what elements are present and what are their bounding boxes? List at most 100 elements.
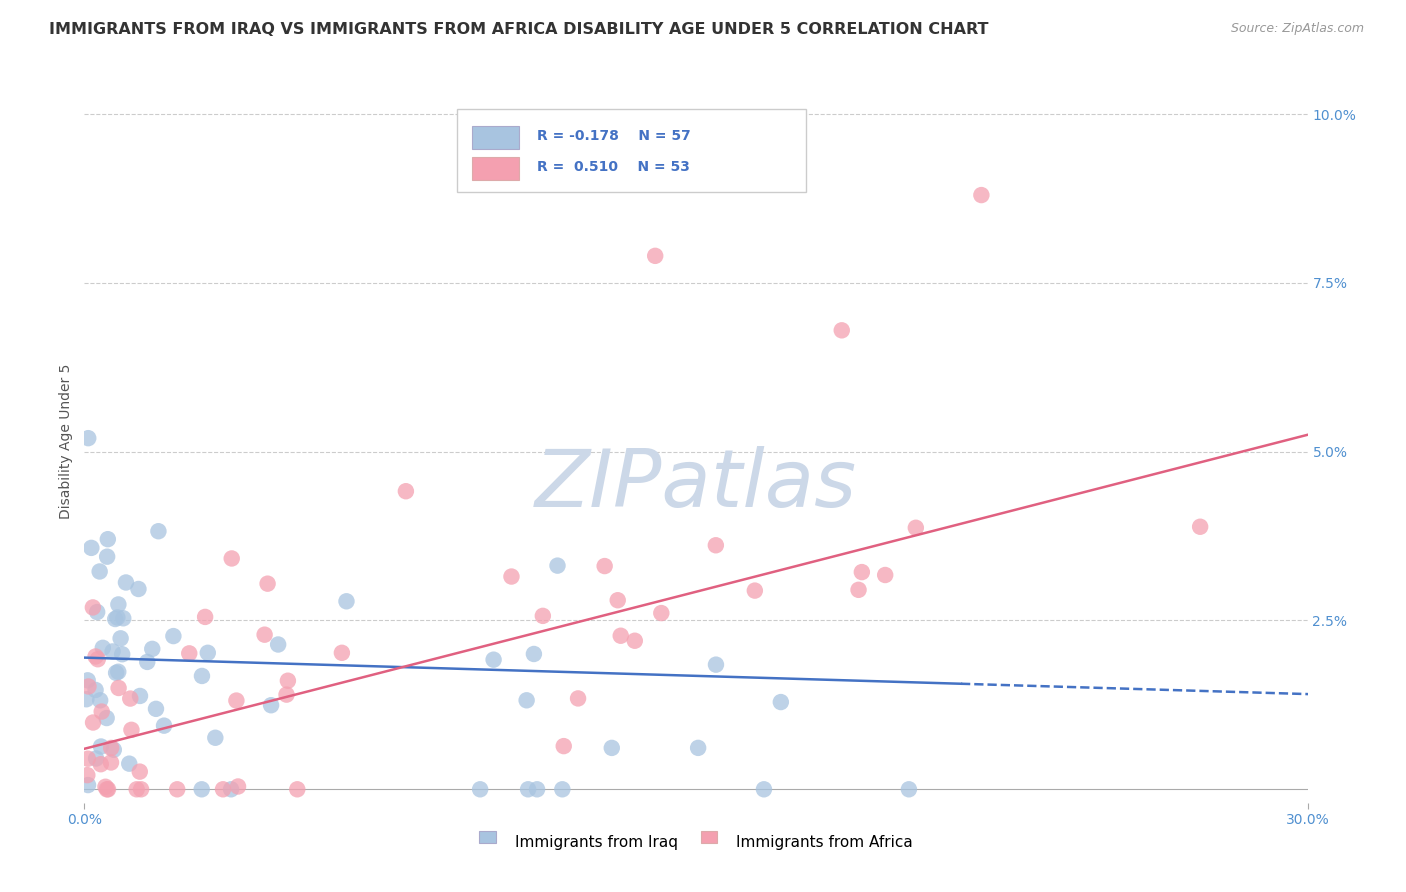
Point (115, 575, 138, 590)
Point (904, 521, 927, 535)
Point (107, 598, 129, 612)
Point (219, 782, 242, 797)
Point (831, 323, 853, 337)
Point (551, 782, 574, 797)
Point (76, 673, 98, 688)
Point (644, 249, 666, 263)
Point (96, 549, 118, 564)
Point (260, 698, 283, 713)
Point (107, 665, 129, 679)
Point (125, 782, 148, 797)
Point (82, 715, 104, 730)
Y-axis label: Disability Age Under 5: Disability Age Under 5 (59, 364, 73, 519)
Point (82, 600, 104, 615)
Point (212, 782, 235, 797)
Point (593, 559, 616, 574)
Point (704, 657, 727, 672)
Point (267, 638, 290, 652)
Point (100, 756, 122, 770)
Point (103, 743, 125, 757)
Point (96, 782, 118, 797)
Point (468, 782, 491, 797)
FancyBboxPatch shape (472, 157, 519, 180)
Point (100, 740, 122, 755)
FancyBboxPatch shape (457, 109, 806, 193)
Point (89, 693, 111, 707)
Point (277, 673, 299, 688)
Point (623, 633, 645, 648)
Point (330, 646, 353, 660)
Point (80, 541, 103, 555)
Point (145, 702, 167, 716)
Point (197, 646, 219, 660)
Point (84, 682, 107, 697)
Text: Source: ZipAtlas.com: Source: ZipAtlas.com (1230, 22, 1364, 36)
Point (851, 565, 873, 579)
Text: ZIPatlas: ZIPatlas (534, 446, 858, 524)
Point (567, 691, 589, 706)
Point (191, 669, 214, 683)
FancyBboxPatch shape (472, 126, 519, 149)
Point (897, 782, 920, 797)
Point (86, 605, 108, 619)
Point (704, 538, 727, 552)
Point (848, 582, 870, 597)
Point (77, 680, 100, 694)
Point (118, 756, 141, 771)
Point (107, 681, 129, 695)
Point (553, 739, 575, 753)
Legend: Immigrants from Iraq, Immigrants from Africa: Immigrants from Iraq, Immigrants from Af… (474, 829, 918, 856)
Point (90, 705, 112, 719)
Point (128, 764, 150, 779)
Point (179, 646, 201, 660)
Point (501, 569, 523, 583)
Point (547, 558, 569, 573)
Point (127, 582, 149, 596)
Point (166, 782, 188, 797)
Point (194, 610, 217, 624)
Point (101, 644, 124, 658)
Point (1189, 520, 1212, 534)
Point (76, 768, 98, 782)
Point (609, 629, 631, 643)
Point (90, 739, 112, 754)
Point (105, 610, 128, 624)
Point (226, 780, 249, 794)
Point (516, 693, 538, 707)
Point (84, 649, 107, 664)
Point (221, 551, 243, 566)
Point (136, 655, 159, 669)
Point (94, 780, 117, 794)
Point (148, 524, 170, 539)
Point (76, 752, 98, 766)
Point (526, 782, 548, 797)
Point (141, 641, 163, 656)
Point (395, 484, 418, 499)
Point (111, 647, 134, 661)
Point (105, 665, 128, 680)
Point (276, 688, 298, 702)
Point (162, 629, 184, 643)
Point (104, 612, 127, 626)
Point (204, 731, 226, 745)
Point (84, 751, 107, 765)
Point (91, 640, 114, 655)
Point (531, 608, 554, 623)
Point (225, 693, 247, 707)
Point (97, 782, 120, 797)
Point (120, 691, 142, 706)
Point (77, 778, 100, 792)
Point (600, 740, 623, 755)
Point (523, 647, 546, 661)
Point (129, 689, 152, 703)
Point (256, 576, 278, 591)
Point (285, 782, 308, 797)
Point (253, 628, 276, 642)
Point (153, 719, 176, 733)
Point (129, 782, 152, 797)
Point (190, 782, 212, 797)
Point (744, 583, 766, 598)
Point (752, 782, 775, 797)
Point (482, 653, 505, 667)
Text: IMMIGRANTS FROM IRAQ VS IMMIGRANTS FROM AFRICA DISABILITY AGE UNDER 5 CORRELATIO: IMMIGRANTS FROM IRAQ VS IMMIGRANTS FROM … (49, 22, 988, 37)
